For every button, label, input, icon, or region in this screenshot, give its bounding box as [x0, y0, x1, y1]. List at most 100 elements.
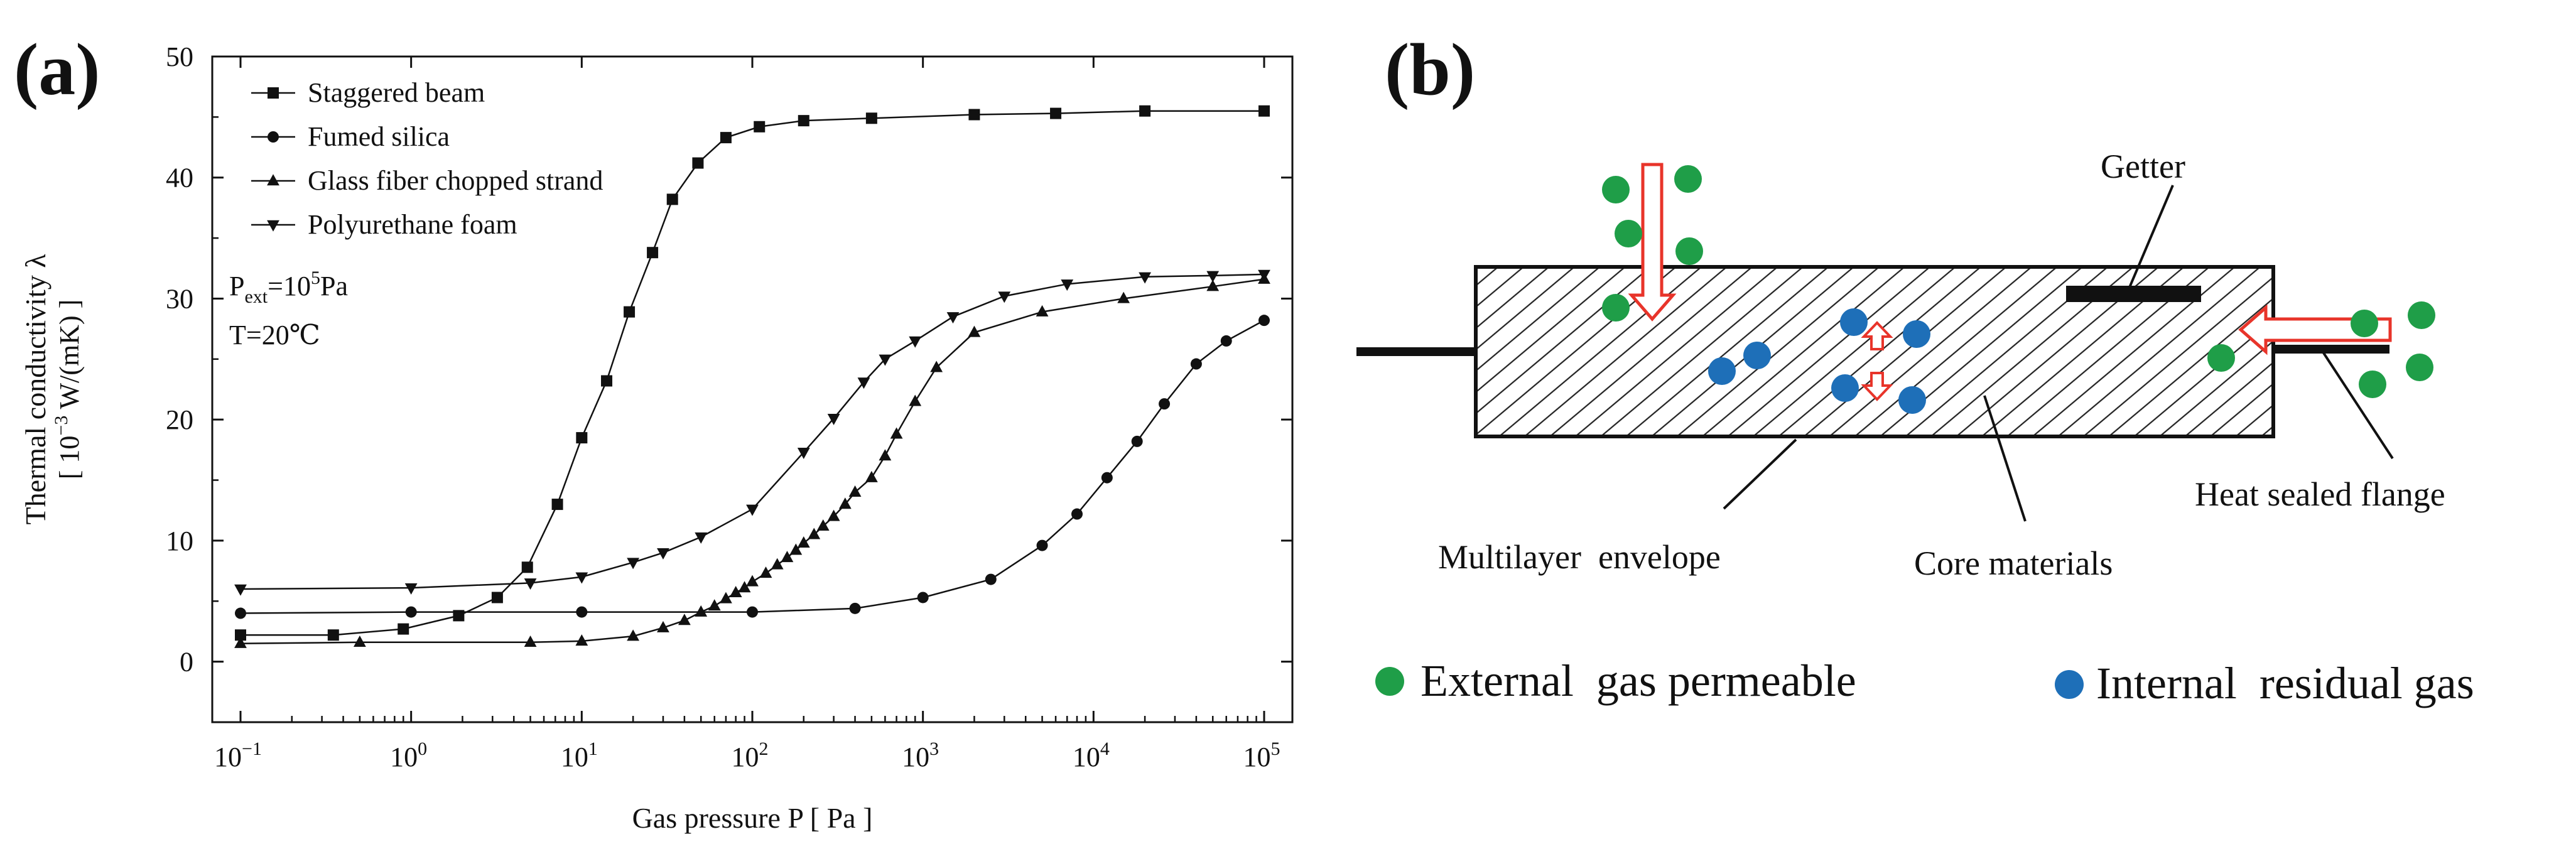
core-leader [1983, 395, 2027, 522]
data-point [1071, 508, 1083, 520]
legend-entry-staggered-beam: Staggered beam [308, 77, 485, 108]
data-point [695, 532, 708, 544]
plot-frame [211, 55, 1294, 723]
data-point [234, 636, 247, 648]
external-gas-molecule [1675, 237, 1703, 265]
data-point [808, 528, 821, 539]
data-point [601, 375, 613, 387]
external-gas-molecule [1602, 294, 1630, 322]
series-line [240, 278, 1265, 644]
data-point [1206, 279, 1220, 291]
data-point [985, 573, 997, 585]
x-tick-label: 103 [902, 738, 939, 772]
data-point [816, 519, 830, 531]
data-point [849, 602, 861, 614]
data-point [946, 312, 960, 324]
data-point [759, 566, 772, 578]
series-fumed-silica [235, 315, 1270, 619]
data-point [551, 499, 563, 511]
legend-marker [267, 220, 279, 232]
data-point [720, 592, 732, 603]
external-gas-molecule [2359, 371, 2386, 398]
data-point [491, 592, 503, 603]
core-materials-label: Core materials [1914, 544, 2113, 582]
axis-ticks: 0 10 20 30 40 50 10−1 100 101 102 103 104 105 [166, 41, 1292, 772]
data-point [1258, 105, 1270, 117]
envelope-leader [1723, 438, 1797, 510]
data-point [398, 623, 409, 635]
external-gas-molecules [1602, 165, 2435, 398]
y-tick-label: 30 [166, 283, 193, 314]
data-point [453, 610, 465, 622]
data-point [827, 509, 840, 521]
data-point [890, 427, 903, 439]
data-point [666, 193, 678, 205]
y-tick-label: 10 [166, 526, 193, 556]
data-point [327, 629, 339, 641]
data-point [797, 448, 810, 460]
data-point [1117, 291, 1130, 303]
data-point [1190, 358, 1202, 370]
data-point [865, 470, 878, 482]
external-gas-molecule [1615, 220, 1642, 247]
data-point [746, 504, 759, 516]
legend-external-gas-label: External gas permeable [1421, 656, 1856, 706]
data-point [575, 572, 588, 584]
data-point [848, 485, 862, 497]
x-tick-label: 104 [1073, 738, 1110, 772]
legend-external-gas-swatch [1375, 667, 1404, 696]
y-tick-label: 20 [166, 404, 193, 435]
external-gas-molecule [1674, 165, 1702, 193]
data-point [798, 115, 809, 127]
data-point [1050, 107, 1062, 119]
data-point [720, 132, 732, 144]
condition-external-pressure: Pext=105Pa [229, 268, 348, 307]
data-point [695, 605, 708, 617]
x-tick-label: 105 [1243, 738, 1280, 772]
data-point [521, 561, 533, 573]
data-point [1101, 472, 1113, 484]
external-inflow-arrow-top [1628, 163, 1677, 322]
legend-entry-fumed-silica: Fumed silica [308, 121, 450, 152]
series-layer [234, 105, 1270, 648]
data-point [968, 325, 981, 337]
data-point [576, 606, 588, 618]
data-point [404, 583, 418, 595]
external-gas-molecule [2351, 310, 2378, 337]
data-point [968, 109, 980, 121]
legend-entry-polyurethane-foam: Polyurethane foam [308, 209, 517, 240]
data-point [576, 432, 588, 444]
external-gas-molecule [2406, 354, 2433, 381]
data-point [1139, 272, 1152, 284]
external-gas-molecule [2408, 301, 2435, 329]
data-point [797, 536, 810, 548]
data-point [879, 354, 892, 366]
internal-gas-molecule [1840, 308, 1868, 336]
data-point [235, 607, 246, 619]
data-point [627, 558, 640, 570]
data-point [909, 336, 922, 348]
data-point [1206, 271, 1220, 283]
x-axis-label: Gas pressure P [ Pa ] [632, 802, 873, 834]
condition-temperature: T=20℃ [229, 320, 320, 350]
data-point [692, 157, 704, 169]
data-point [1258, 269, 1270, 281]
data-point [353, 636, 366, 647]
data-point [771, 558, 784, 570]
legend-entry-glass-fiber: Glass fiber chopped strand [308, 165, 603, 196]
internal-gas-molecules [1708, 308, 1930, 414]
legend-marker [268, 87, 279, 99]
data-point [998, 291, 1011, 303]
legend-internal-gas-swatch [2055, 670, 2084, 699]
series-glass-fiber-chopped-strand [234, 272, 1270, 648]
panel-a-label: (a) [14, 28, 100, 111]
chart-thermal-conductivity: 0 10 20 30 40 50 10−1 100 101 102 103 104 105 Gas pr… [19, 41, 1294, 834]
data-point [657, 548, 669, 560]
data-point [524, 578, 537, 590]
internal-gas-molecule [1831, 374, 1859, 402]
internal-gas-molecule [1743, 342, 1771, 369]
x-tick-label: 101 [561, 738, 598, 772]
external-gas-molecule [2207, 344, 2235, 372]
x-tick-label: 100 [390, 738, 427, 772]
